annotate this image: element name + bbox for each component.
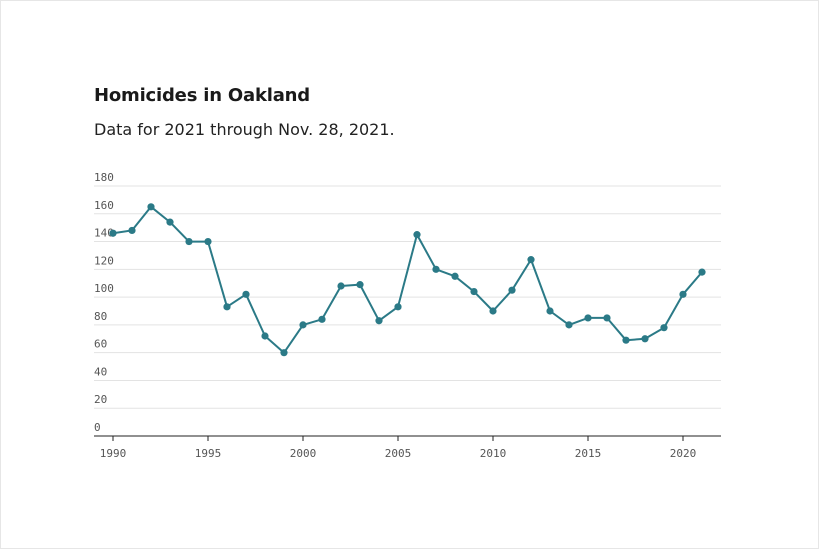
data-point-2016 bbox=[603, 314, 611, 322]
data-point-2014 bbox=[565, 321, 573, 329]
data-point-2007 bbox=[432, 265, 440, 273]
y-tick-label-100: 100 bbox=[94, 282, 114, 295]
gridlines bbox=[94, 185, 721, 409]
x-tick-label-2005: 2005 bbox=[385, 447, 412, 460]
data-point-2010 bbox=[489, 307, 497, 315]
data-point-1994 bbox=[185, 237, 193, 246]
y-tick-label-180: 180 bbox=[94, 171, 114, 184]
data-point-1998 bbox=[261, 332, 269, 340]
chart-title: Homicides in Oakland bbox=[94, 85, 310, 106]
data-point-2021 bbox=[698, 268, 706, 276]
data-point-2009 bbox=[470, 287, 478, 296]
data-point-1995 bbox=[204, 237, 212, 246]
data-point-2011 bbox=[508, 286, 516, 294]
data-point-1996 bbox=[223, 303, 231, 311]
data-point-1999 bbox=[280, 349, 288, 357]
y-tick-label-120: 120 bbox=[94, 254, 114, 267]
data-point-1993 bbox=[166, 218, 174, 226]
data-point-2012 bbox=[527, 256, 535, 264]
y-tick-label-20: 20 bbox=[94, 393, 107, 406]
chart-subtitle: Data for 2021 through Nov. 28, 2021. bbox=[94, 120, 395, 139]
data-point-2001 bbox=[318, 315, 326, 323]
data-point-2019 bbox=[660, 324, 668, 332]
data-point-2006 bbox=[413, 231, 421, 239]
series bbox=[109, 203, 706, 357]
data-point-1997 bbox=[242, 290, 250, 298]
data-point-1991 bbox=[128, 226, 136, 235]
data-point-2002 bbox=[337, 282, 345, 290]
data-point-2008 bbox=[451, 272, 459, 280]
y-tick-label-40: 40 bbox=[94, 365, 107, 378]
data-point-2018 bbox=[641, 335, 649, 343]
data-point-2003 bbox=[356, 281, 364, 289]
y-tick-label-0: 0 bbox=[94, 421, 101, 434]
x-tick-label-2015: 2015 bbox=[575, 447, 602, 460]
y-tick-label-140: 140 bbox=[94, 227, 114, 240]
data-point-2015 bbox=[584, 314, 592, 322]
data-point-2004 bbox=[375, 317, 383, 325]
y-axis-ticks: 0 20 40 60 80 100 120 140 160 180 bbox=[94, 171, 114, 434]
data-point-1992 bbox=[147, 203, 155, 211]
x-tick-label-1990: 1990 bbox=[100, 447, 127, 460]
x-axis-ticks: 1990 1995 2000 2005 2010 2015 2020 bbox=[100, 436, 697, 460]
y-tick-label-160: 160 bbox=[94, 199, 114, 212]
data-point-2005 bbox=[394, 303, 402, 311]
x-tick-label-2020: 2020 bbox=[670, 447, 697, 460]
data-point-2017 bbox=[622, 336, 630, 344]
x-tick-label-1995: 1995 bbox=[195, 447, 222, 460]
data-point-2000 bbox=[299, 321, 307, 329]
y-tick-label-60: 60 bbox=[94, 338, 107, 351]
x-tick-label-2010: 2010 bbox=[480, 447, 507, 460]
y-tick-label-80: 80 bbox=[94, 310, 107, 323]
x-tick-label-2000: 2000 bbox=[290, 447, 317, 460]
data-point-2013 bbox=[546, 307, 554, 315]
series-line-0 bbox=[112, 205, 703, 354]
data-point-1990 bbox=[109, 229, 117, 237]
data-point-2020 bbox=[679, 290, 687, 298]
